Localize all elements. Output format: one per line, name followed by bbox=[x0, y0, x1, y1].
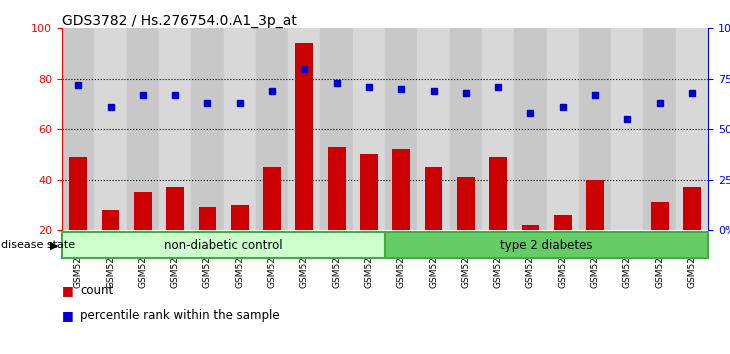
Text: count: count bbox=[80, 284, 114, 297]
Bar bbox=[263, 167, 281, 280]
Text: ■: ■ bbox=[62, 309, 78, 321]
Bar bbox=[392, 149, 410, 280]
Bar bbox=[514, 28, 547, 230]
Bar bbox=[547, 28, 579, 230]
Bar bbox=[586, 180, 604, 280]
Bar bbox=[385, 28, 418, 230]
Bar bbox=[579, 28, 611, 230]
Bar bbox=[191, 28, 223, 230]
Bar bbox=[425, 167, 442, 280]
Bar bbox=[450, 28, 482, 230]
Bar bbox=[223, 28, 256, 230]
Bar bbox=[676, 28, 708, 230]
Bar bbox=[320, 28, 353, 230]
Text: non-diabetic control: non-diabetic control bbox=[164, 239, 283, 252]
Text: disease state: disease state bbox=[1, 240, 75, 250]
Bar bbox=[231, 205, 249, 280]
Bar bbox=[62, 232, 385, 258]
Bar bbox=[288, 28, 320, 230]
Bar bbox=[683, 187, 701, 280]
Bar bbox=[360, 154, 378, 280]
Bar bbox=[353, 28, 385, 230]
Bar bbox=[256, 28, 288, 230]
Bar bbox=[650, 202, 669, 280]
Text: ▶: ▶ bbox=[50, 240, 58, 250]
Bar bbox=[159, 28, 191, 230]
Text: GDS3782 / Hs.276754.0.A1_3p_at: GDS3782 / Hs.276754.0.A1_3p_at bbox=[62, 14, 297, 28]
Bar bbox=[418, 28, 450, 230]
Bar bbox=[611, 28, 644, 230]
Bar bbox=[134, 192, 152, 280]
Bar bbox=[166, 187, 184, 280]
Bar bbox=[69, 157, 87, 280]
Bar bbox=[328, 147, 345, 280]
Bar bbox=[521, 225, 539, 280]
Bar bbox=[618, 230, 637, 280]
Bar bbox=[199, 207, 216, 280]
Bar bbox=[482, 28, 514, 230]
Text: type 2 diabetes: type 2 diabetes bbox=[500, 239, 593, 252]
Bar bbox=[127, 28, 159, 230]
Bar bbox=[296, 44, 313, 280]
Bar bbox=[385, 232, 708, 258]
Text: percentile rank within the sample: percentile rank within the sample bbox=[80, 309, 280, 321]
Bar bbox=[94, 28, 127, 230]
Bar bbox=[101, 210, 120, 280]
Bar bbox=[62, 28, 94, 230]
Text: ■: ■ bbox=[62, 284, 78, 297]
Bar bbox=[489, 157, 507, 280]
Bar bbox=[644, 28, 676, 230]
Bar bbox=[457, 177, 475, 280]
Bar bbox=[554, 215, 572, 280]
